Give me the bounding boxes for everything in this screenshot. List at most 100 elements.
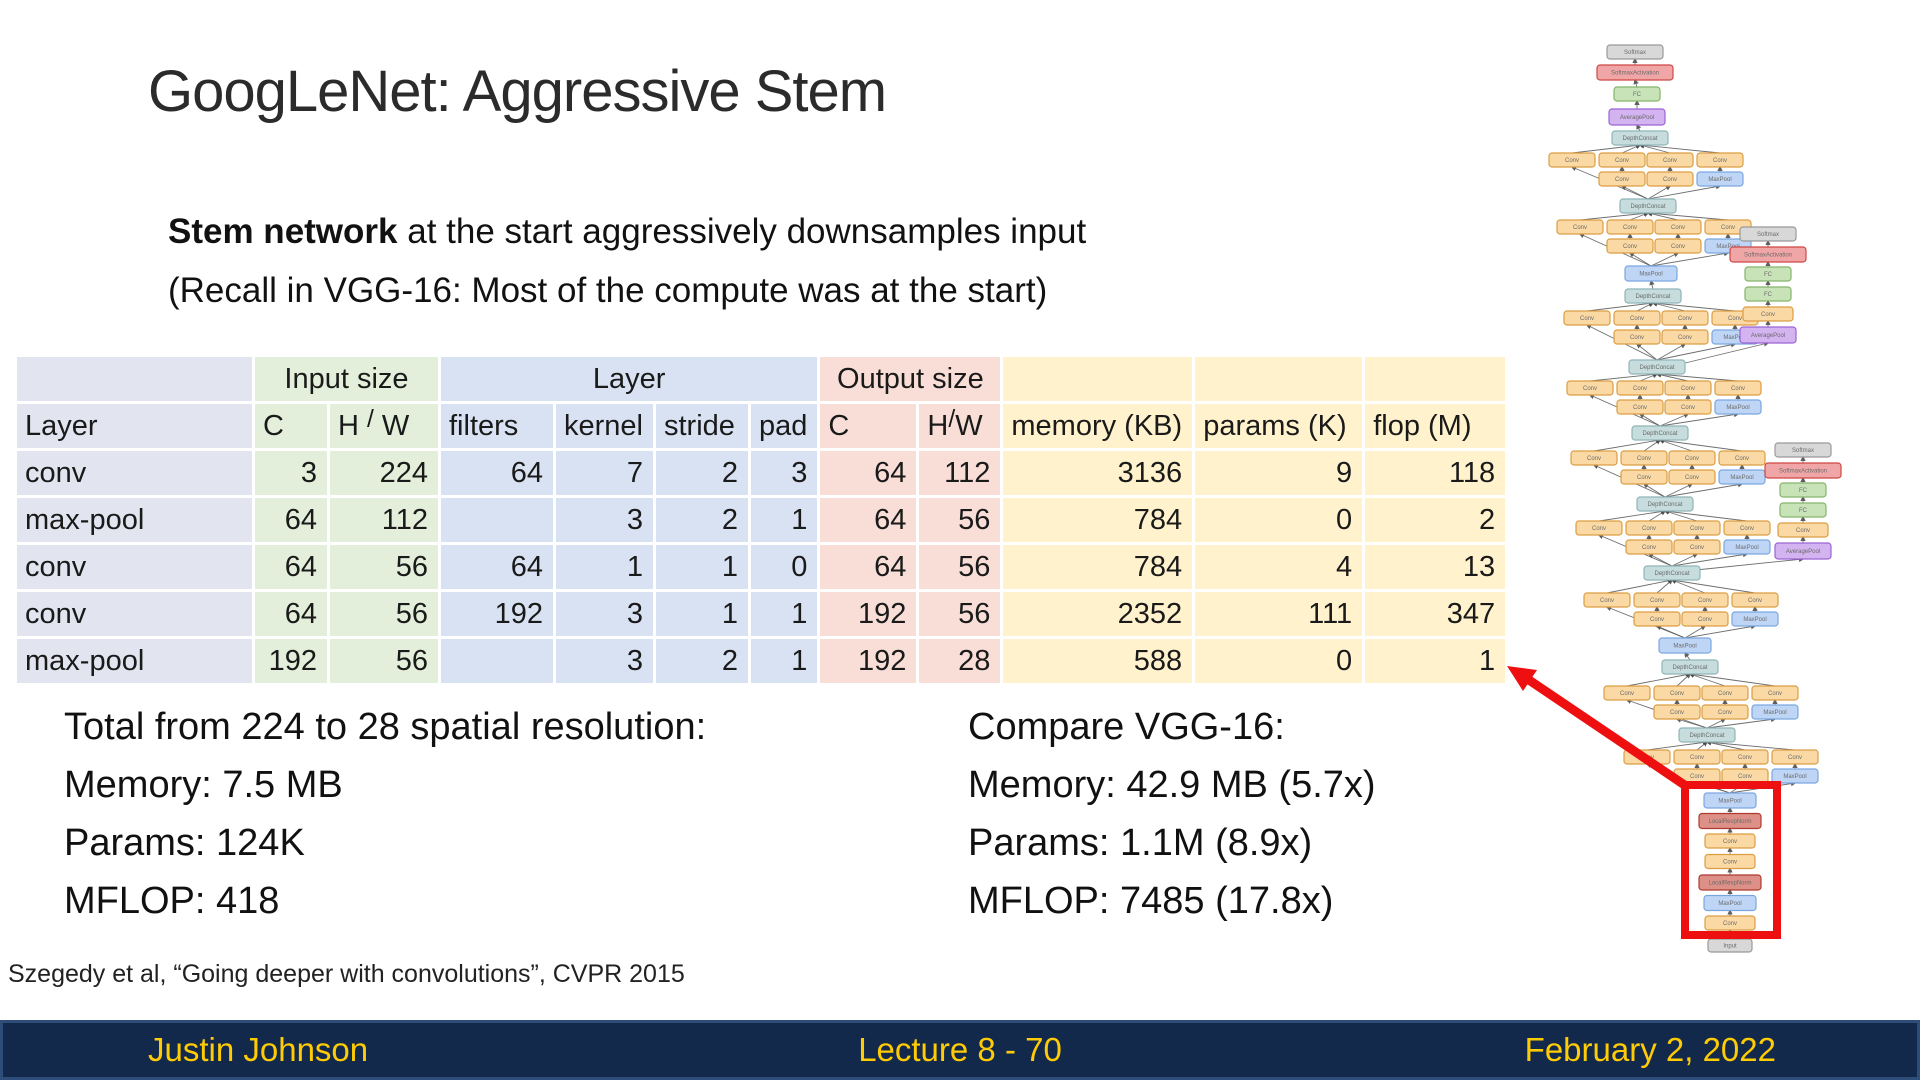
diagram-edge (1638, 413, 1661, 427)
conv-node (1556, 219, 1604, 235)
table-cell: 3 (252, 448, 330, 498)
diagram-edge (1684, 625, 1707, 639)
node-label: Softmax (1792, 448, 1814, 454)
diagram-edge (1705, 740, 1746, 751)
table-cell: 112 (327, 495, 441, 545)
slash-separator: / (367, 405, 374, 433)
node-label: FC (1799, 508, 1808, 514)
maxpool-node (1696, 171, 1744, 187)
table-col-header: H/W (916, 401, 1004, 451)
red-arrow-head (1507, 666, 1537, 691)
diagram-edge (1635, 343, 1658, 361)
concat-node (1631, 425, 1689, 441)
table-col-header: kernel (553, 401, 656, 451)
diagram-edge (1705, 739, 1796, 751)
node-label: Conv (1690, 545, 1704, 551)
diagram-edge (1651, 301, 1686, 312)
node-label: DepthConcat (1639, 365, 1674, 371)
node-label: AveragePool (1751, 333, 1785, 339)
citation: Szegedy et al, “Going deeper with convol… (8, 960, 685, 988)
concat-node (1619, 198, 1677, 214)
conv-node (1696, 152, 1744, 168)
table-col-header: C (817, 401, 920, 451)
diagram-edge (1650, 252, 1680, 267)
node-label: FC (1799, 488, 1808, 494)
table-cell: 64 (252, 589, 330, 639)
diagram-edge (1606, 578, 1674, 594)
conv-node (1751, 685, 1799, 701)
node-label: DepthConcat (1647, 502, 1682, 508)
table-cell: 1 (747, 589, 821, 639)
slash-separator: / (948, 405, 956, 433)
fc-node (1613, 86, 1661, 102)
table-cell: 64 (438, 448, 556, 498)
table-cell: 56 (916, 495, 1004, 545)
node-label: LocalRespNorm (1708, 819, 1751, 825)
node-label: Conv (1633, 386, 1647, 392)
conv-node (1566, 380, 1614, 396)
diagram-edge (1675, 717, 1708, 729)
table-col-header: memory (KB) (1000, 401, 1196, 451)
diagram-edge (1636, 123, 1642, 132)
conv-node (1704, 853, 1756, 870)
conv-node (1606, 238, 1654, 254)
conv-node (1704, 833, 1756, 849)
node-label: SoftmaxActivation (1744, 253, 1792, 259)
diagram-edge (1695, 556, 1805, 571)
node-label: Conv (1640, 755, 1654, 761)
node-label: Conv (1583, 386, 1597, 392)
diagram-edge (1688, 671, 1776, 687)
conv-node (1548, 152, 1596, 168)
diagram-edge (1706, 718, 1727, 729)
table-cell: 64 (817, 448, 920, 498)
node-label: Conv (1623, 225, 1637, 231)
table-cell: max-pool (14, 636, 255, 686)
conv-node (1620, 469, 1668, 485)
fc-node (1744, 266, 1792, 282)
table-cell: 347 (1362, 589, 1509, 639)
conv-node (1701, 685, 1749, 701)
table-col-header: Layer (14, 401, 255, 451)
node-label: Conv (1592, 526, 1606, 532)
diagram-nodes: Softmax SoftmaxActivation FC AveragePool Dep… (1548, 44, 1842, 953)
diagram-edge (1586, 300, 1655, 312)
diagram-edge (1671, 553, 1699, 567)
fc-node (1779, 482, 1827, 498)
diagram-edge (1647, 184, 1722, 200)
diagram-edge (1650, 251, 1730, 267)
diagram-edge (1647, 185, 1672, 200)
node-label: Conv (1731, 386, 1745, 392)
table-cell: 1 (553, 542, 656, 592)
diagram-edge (1647, 553, 1673, 567)
table-cell: 111 (1192, 589, 1366, 639)
node-label: FC (1633, 92, 1642, 98)
diagram-edge (1680, 341, 1770, 365)
act-node (1764, 462, 1842, 479)
node-label: Conv (1615, 177, 1629, 183)
node-label: Conv (1728, 316, 1742, 322)
conv-node (1771, 749, 1819, 765)
node-label: Conv (1723, 860, 1737, 866)
table-cell: 1 (653, 589, 751, 639)
table-row: conv 64 56 192 3 1 1 192 56 2352 111 347 (14, 589, 1509, 639)
table-cell: 28 (916, 636, 1004, 686)
table-group-header-layer: Layer (437, 354, 821, 404)
node-label: Conv (1723, 839, 1737, 845)
node-label: MaxPool (1763, 710, 1786, 716)
node-label: SoftmaxActivation (1779, 469, 1827, 475)
table-cell: 1 (747, 495, 821, 545)
conv-node (1742, 306, 1794, 322)
diagram-edge (1684, 651, 1691, 661)
table-cell: 192 (817, 589, 920, 639)
table-cell: 192 (252, 636, 330, 686)
node-label: Conv (1620, 691, 1634, 697)
diagram-edge (1648, 510, 1667, 522)
node-label: Conv (1642, 526, 1656, 532)
maxpool-node (1703, 894, 1757, 912)
diagram-edge (1684, 624, 1757, 639)
diagram-edge (1579, 210, 1650, 221)
node-label: Conv (1637, 475, 1651, 481)
table-cell: 784 (1000, 495, 1196, 545)
table-cell: 0 (1192, 636, 1366, 686)
googlenet-architecture-diagram: Softmax SoftmaxActivation FC AveragePool Dep… (1548, 44, 1842, 953)
